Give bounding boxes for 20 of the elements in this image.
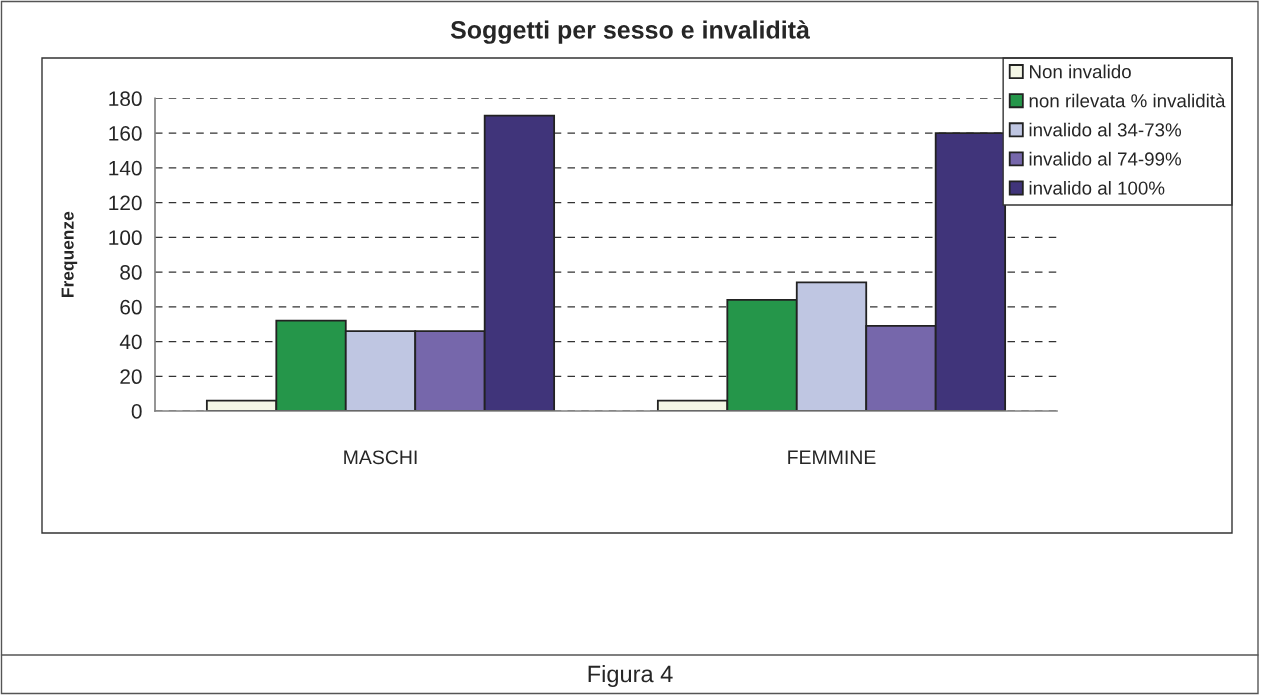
legend-label: non rilevata % invalidità <box>1029 93 1226 108</box>
x-tick-label: MASCHI <box>344 450 417 465</box>
y-tick-label: 40 <box>119 334 142 350</box>
legend-label: Non invalido <box>1030 64 1131 79</box>
legend-label: invalido al 74-99% <box>1029 151 1182 166</box>
y-tick-label: 100 <box>109 230 142 246</box>
y-tick-label: 160 <box>109 126 142 141</box>
y-tick-label: 20 <box>120 369 142 385</box>
x-tick-label: FEMMINE <box>788 450 876 464</box>
y-axis-title: Frequenze <box>61 211 78 297</box>
text: Figura 4 <box>588 664 673 688</box>
chart-title: Soggetti per sesso e invalidità <box>450 20 810 44</box>
legend-label: invalido al 100% <box>1029 180 1165 195</box>
y-tick-label: 140 <box>109 160 142 176</box>
y-tick-label: 80 <box>120 265 142 280</box>
y-tick-label: 0 <box>131 404 142 419</box>
y-tick-label: 180 <box>109 91 142 107</box>
y-tick-label: 60 <box>120 299 142 315</box>
legend-label: invalido al 34-73% <box>1029 122 1182 137</box>
y-tick-label: 120 <box>109 195 142 211</box>
